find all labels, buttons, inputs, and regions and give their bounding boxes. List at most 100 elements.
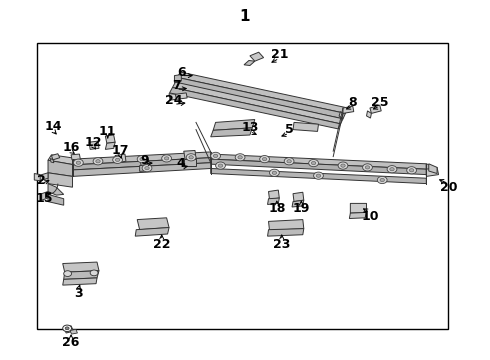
Bar [37,43,448,329]
Circle shape [235,154,245,161]
Circle shape [238,156,242,159]
Polygon shape [140,156,146,166]
Polygon shape [367,111,371,118]
Circle shape [164,157,169,160]
Circle shape [341,164,345,167]
Polygon shape [269,220,304,230]
Circle shape [113,156,122,163]
Text: 20: 20 [440,181,457,194]
Polygon shape [184,159,196,166]
Circle shape [363,164,372,171]
Polygon shape [211,159,426,175]
Circle shape [162,155,172,162]
Polygon shape [268,229,304,236]
Polygon shape [426,167,439,176]
Text: 26: 26 [62,336,80,349]
Polygon shape [137,218,169,230]
Polygon shape [34,174,40,181]
Text: 18: 18 [268,202,286,215]
Polygon shape [339,112,343,118]
Polygon shape [73,158,211,170]
Polygon shape [175,93,187,99]
Text: 14: 14 [44,120,62,133]
Text: 23: 23 [273,238,291,251]
Text: 10: 10 [361,210,379,222]
Polygon shape [135,228,169,236]
Polygon shape [349,212,367,219]
Polygon shape [169,94,176,100]
Text: 5: 5 [285,123,294,136]
Polygon shape [174,77,345,119]
Polygon shape [170,87,341,129]
Circle shape [287,159,291,163]
Circle shape [142,165,152,172]
Circle shape [387,166,397,173]
Polygon shape [140,165,146,171]
Text: 16: 16 [62,141,80,154]
Text: 17: 17 [111,144,129,157]
Circle shape [65,327,69,330]
Circle shape [380,178,384,181]
Circle shape [211,152,220,159]
Polygon shape [48,160,73,176]
Text: 9: 9 [140,154,149,167]
Text: 11: 11 [99,125,117,138]
Polygon shape [50,158,54,163]
Circle shape [317,174,320,177]
Circle shape [366,166,369,169]
Circle shape [76,161,80,164]
Polygon shape [268,198,279,204]
Text: 6: 6 [177,66,186,78]
Polygon shape [42,192,48,200]
Circle shape [64,271,72,276]
Circle shape [115,158,120,161]
Polygon shape [51,154,60,160]
Polygon shape [70,329,77,334]
Circle shape [74,159,83,166]
Polygon shape [177,72,348,113]
Circle shape [309,159,318,167]
Circle shape [407,167,416,174]
Text: 21: 21 [270,48,288,61]
Polygon shape [105,142,115,149]
Polygon shape [250,52,264,61]
Polygon shape [174,75,181,82]
Polygon shape [48,155,76,165]
Circle shape [189,156,193,159]
Circle shape [218,164,222,167]
Circle shape [272,171,276,174]
Text: 25: 25 [371,96,389,109]
Polygon shape [63,278,97,285]
Polygon shape [269,190,279,199]
Circle shape [312,161,316,165]
Polygon shape [64,326,74,333]
Polygon shape [350,203,367,213]
Polygon shape [48,173,73,187]
Polygon shape [73,152,211,165]
Polygon shape [429,164,437,174]
Polygon shape [64,271,99,279]
Text: 24: 24 [165,94,183,107]
Polygon shape [89,141,99,149]
Circle shape [186,154,196,161]
Circle shape [263,157,267,161]
Polygon shape [48,184,64,195]
Circle shape [63,325,72,332]
Polygon shape [292,200,304,207]
Circle shape [377,176,387,184]
Circle shape [96,159,100,163]
Text: 15: 15 [35,192,53,205]
Circle shape [284,158,294,165]
Circle shape [137,156,147,163]
Polygon shape [172,82,343,124]
Text: 22: 22 [153,238,171,251]
Text: 13: 13 [241,121,259,134]
Circle shape [270,169,279,176]
Circle shape [93,158,103,165]
Polygon shape [184,150,196,160]
Polygon shape [343,106,354,113]
Circle shape [213,154,218,158]
Polygon shape [105,135,115,143]
Circle shape [260,156,270,163]
Circle shape [410,168,414,172]
